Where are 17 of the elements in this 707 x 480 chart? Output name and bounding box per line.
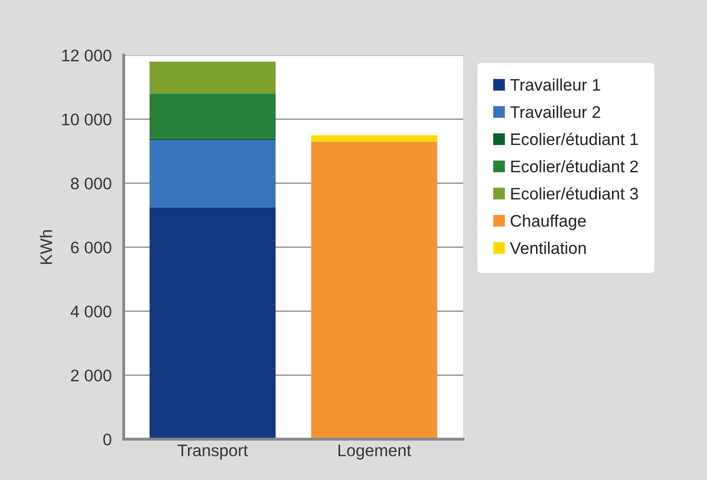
y-tick-label: 0 xyxy=(103,434,112,446)
y-axis-title: KWh xyxy=(40,230,52,264)
y-tick-label: 6 000 xyxy=(71,242,112,254)
y-tick-label: 2 000 xyxy=(71,370,112,382)
y-tick-label: 10 000 xyxy=(62,114,112,126)
legend-label: Ecolier/étudiant 3 xyxy=(511,187,638,200)
x-tick-label: Transport xyxy=(178,444,248,460)
legend-label: Ventilation xyxy=(510,242,586,254)
y-tick-label: 12 000 xyxy=(62,50,112,62)
legend-label: Travailleur 1 xyxy=(510,78,600,91)
y-tick-label: 8 000 xyxy=(70,178,112,190)
legend-label: Travailleur 2 xyxy=(510,106,600,118)
x-tick-label: Logement xyxy=(338,444,412,460)
legend-label: Ecolier/étudiant 2 xyxy=(511,160,638,172)
legend-label: Chauffage xyxy=(510,214,586,230)
legend-label: Ecolier/étudiant 1 xyxy=(511,132,638,146)
y-tick-label: 4 000 xyxy=(70,306,112,318)
